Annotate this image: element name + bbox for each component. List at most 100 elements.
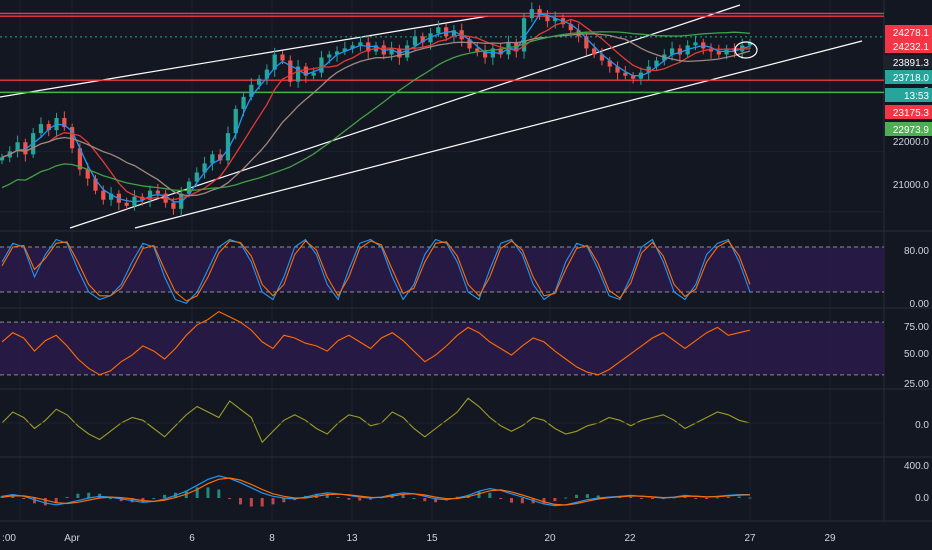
rsi-panel[interactable] <box>0 310 884 376</box>
candle-body[interactable] <box>210 154 215 164</box>
candle-body[interactable] <box>592 48 597 55</box>
candle-body[interactable] <box>288 60 293 82</box>
macd-histogram-bar <box>271 498 275 505</box>
candle-body[interactable] <box>521 18 527 52</box>
candle-body[interactable] <box>467 39 472 49</box>
moving-average-slow-line[interactable] <box>1 33 751 197</box>
candle-body[interactable] <box>334 51 340 55</box>
macd-panel[interactable] <box>0 475 752 507</box>
candle-body[interactable] <box>108 193 114 200</box>
candle-body[interactable] <box>0 157 5 161</box>
candle-body[interactable] <box>319 57 324 73</box>
candle-body[interactable] <box>171 202 176 209</box>
candle-body[interactable] <box>23 142 28 155</box>
candle-body[interactable] <box>553 18 558 22</box>
price-level-label: 23718.0 <box>893 73 930 84</box>
candle-body[interactable] <box>498 48 503 55</box>
channel-lower-line[interactable] <box>134 40 863 229</box>
candle-body[interactable] <box>280 54 285 61</box>
candle-body[interactable] <box>85 169 90 179</box>
candle-body[interactable] <box>155 190 160 194</box>
candle-body[interactable] <box>124 202 129 206</box>
candle-body[interactable] <box>623 72 628 76</box>
macd-histogram-bar <box>477 491 481 498</box>
candle-body[interactable] <box>747 42 753 46</box>
candle-body[interactable] <box>693 42 698 46</box>
stochastic-d-line[interactable] <box>1 240 751 302</box>
candle-body[interactable] <box>241 96 246 109</box>
candle-body[interactable] <box>327 54 332 58</box>
candle-body[interactable] <box>716 51 721 55</box>
candle-body[interactable] <box>537 9 542 16</box>
candle-body[interactable] <box>233 108 238 134</box>
candle-body[interactable] <box>163 193 168 203</box>
momentum-panel[interactable] <box>0 397 884 444</box>
time-axis[interactable]: :00 Apr 6 8 13 15 20 22 27 29 <box>0 522 932 550</box>
candle-body[interactable] <box>225 133 231 161</box>
macd-histogram-bar <box>195 487 199 498</box>
candle-body[interactable] <box>249 84 254 97</box>
candle-body[interactable] <box>545 15 550 22</box>
candle-body[interactable] <box>311 72 316 76</box>
candle-body[interactable] <box>38 124 44 134</box>
candle-body[interactable] <box>412 36 418 46</box>
macd-signal-line[interactable] <box>1 477 751 506</box>
candle-body[interactable] <box>451 30 457 37</box>
candle-body[interactable] <box>599 54 605 61</box>
candle-body[interactable] <box>218 154 223 161</box>
moving-average-long-line[interactable] <box>1 31 751 192</box>
candle-body[interactable] <box>264 69 270 79</box>
candle-body[interactable] <box>677 48 682 55</box>
candle-body[interactable] <box>584 36 589 49</box>
candle-body[interactable] <box>46 124 51 131</box>
candle-body[interactable] <box>669 48 675 55</box>
macd-histogram-bar <box>705 498 709 499</box>
candle-body[interactable] <box>568 24 573 31</box>
macd-histogram-bar <box>347 498 351 500</box>
candle-body[interactable] <box>405 45 410 58</box>
candle-body[interactable] <box>186 181 192 194</box>
candle-body[interactable] <box>482 51 488 58</box>
macd-histogram-bar <box>726 496 730 498</box>
price-panel[interactable] <box>0 2 884 229</box>
candle-body[interactable] <box>420 36 425 43</box>
candle-body[interactable] <box>101 190 106 200</box>
candle-body[interactable] <box>529 9 534 19</box>
candle-body[interactable] <box>295 66 301 82</box>
macd-histogram-bar <box>282 498 286 503</box>
macd-histogram-bar <box>520 498 524 504</box>
candle-body[interactable] <box>646 66 651 73</box>
candle-body[interactable] <box>93 178 98 191</box>
candle-body[interactable] <box>272 54 277 70</box>
candle-body[interactable] <box>358 42 363 46</box>
candle-body[interactable] <box>389 48 394 55</box>
candle-body[interactable] <box>350 45 355 49</box>
candle-body[interactable] <box>62 118 67 128</box>
stochastic-panel[interactable] <box>0 238 884 304</box>
rsi-line[interactable] <box>1 310 751 376</box>
price-axis[interactable]: 24278.1 24232.1 23891.3 23718.0 23175.3 22973… <box>885 25 932 504</box>
candle-body[interactable] <box>77 148 83 170</box>
candle-body[interactable] <box>194 172 199 182</box>
moving-average-mid-line[interactable] <box>1 18 750 201</box>
candle-body[interactable] <box>631 75 636 79</box>
candle-body[interactable] <box>342 48 347 52</box>
candle-body[interactable] <box>257 78 262 85</box>
circle-annotation[interactable] <box>734 41 758 59</box>
candle-body[interactable] <box>202 163 207 173</box>
bar-countdown-label-background <box>885 88 932 102</box>
candle-body[interactable] <box>436 27 441 34</box>
candle-body[interactable] <box>303 66 308 76</box>
price-level-label-background <box>885 105 932 119</box>
candle-body[interactable] <box>70 127 75 149</box>
macd-histogram-bar <box>683 495 687 498</box>
candle-body[interactable] <box>15 142 20 152</box>
candle-body[interactable] <box>475 48 480 52</box>
candle-body[interactable] <box>654 60 659 67</box>
candle-body[interactable] <box>607 60 612 67</box>
moving-average-fast-line[interactable] <box>1 13 751 203</box>
candle-body[interactable] <box>615 66 620 73</box>
price-level-label-background <box>885 25 932 39</box>
channel-upper-line[interactable] <box>0 15 489 98</box>
